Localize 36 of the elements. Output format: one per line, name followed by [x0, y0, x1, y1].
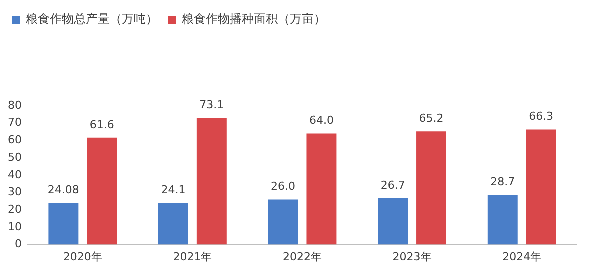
- y-tick-label: 0: [14, 238, 22, 251]
- x-tick-label: 2021年: [173, 250, 212, 264]
- legend-label: 粮食作物播种面积（万亩）: [182, 12, 326, 26]
- bar: [416, 132, 446, 245]
- bar: [158, 202, 188, 245]
- bar: [526, 130, 556, 245]
- x-tick-label: 2022年: [283, 250, 322, 264]
- bar: [268, 200, 298, 245]
- data-label: 61.6: [90, 118, 114, 132]
- data-label: 26.7: [380, 178, 406, 192]
- y-tick-label: 60: [8, 134, 22, 147]
- bar: [196, 118, 227, 245]
- bar: [488, 195, 518, 245]
- bar: [378, 198, 408, 245]
- legend-label: 粮食作物总产量（万吨）: [26, 12, 158, 26]
- x-tick-label: 2024年: [502, 250, 542, 264]
- y-tick-label: 50: [8, 150, 22, 164]
- bar: [48, 203, 79, 245]
- data-label: 24.1: [161, 183, 186, 196]
- x-tick-label: 2020年: [63, 250, 102, 264]
- data-label: 28.7: [490, 175, 516, 188]
- bar: [87, 138, 118, 245]
- y-tick-label: 30: [8, 186, 22, 199]
- data-label: 64.0: [309, 114, 334, 128]
- data-label: 73.1: [200, 98, 224, 112]
- y-tick-label: 70: [8, 116, 22, 130]
- y-tick-label: 20: [8, 202, 22, 216]
- y-tick-label: 40: [8, 168, 22, 182]
- data-label: 66.3: [529, 110, 554, 124]
- data-label: 26.0: [271, 180, 296, 194]
- data-label: 24.08: [48, 183, 80, 196]
- bar: [306, 134, 337, 245]
- x-tick-label: 2023年: [392, 250, 432, 264]
- y-tick-label: 10: [8, 220, 22, 234]
- data-label: 65.2: [419, 112, 444, 126]
- y-tick-label: 80: [8, 98, 22, 112]
